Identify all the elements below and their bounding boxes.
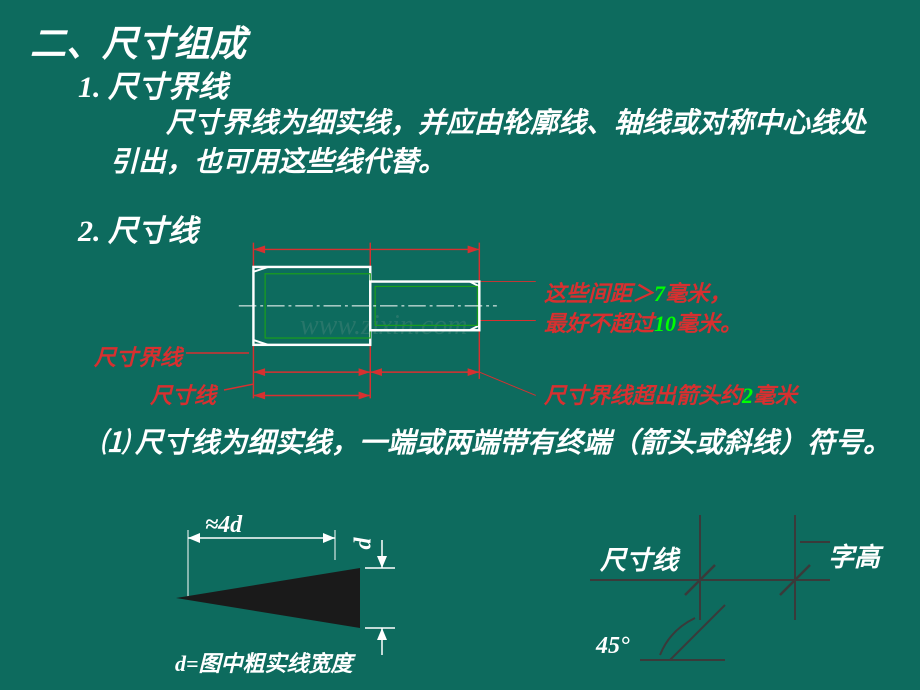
label-overshoot-unit: 毫米 [753,383,797,408]
angle-45-label: 45° [596,633,630,660]
angle-dim-label: 尺寸线 [600,540,678,577]
page-title: 二、尺寸组成 [30,15,246,67]
label-overshoot-num: 2 [742,383,753,408]
section2-body: ⑴ 尺寸线为细实线，一端或两端带有终端（箭头或斜线）符号。 [100,424,900,465]
section1-heading: 1. 尺寸界线 [78,62,228,106]
section1-body: 尺寸界线为细实线，并应由轮廓线、轴线或对称中心线处引出，也可用这些线代替。 [110,104,880,182]
label-overshoot: 尺寸界线超出箭头约2毫米 [544,378,797,410]
label-spacing-1-text: 这些间距＞ [544,281,654,306]
label-spacing-2: 最好不超过10毫米。 [544,306,742,338]
section2-heading: 2. 尺寸线 [78,206,198,250]
leader-lines-left [94,340,254,400]
label-spacing-1-num: 7 [654,281,665,306]
label-spacing-2-unit: 毫米。 [676,311,742,336]
label-overshoot-text: 尺寸界线超出箭头约 [544,383,742,408]
arrow-4d-label: ≈4d [205,512,242,539]
label-spacing-1: 这些间距＞7毫米， [544,276,731,308]
label-spacing-1-unit: 毫米， [665,281,731,306]
arrow-d-label: d [351,538,378,550]
shaft-diagram [220,228,540,413]
label-spacing-2-num: 10 [654,311,676,336]
arrow-caption: d=图中粗实线宽度 [175,646,353,678]
angle-height-label: 字高 [828,537,880,574]
label-spacing-2-text: 最好不超过 [544,311,654,336]
